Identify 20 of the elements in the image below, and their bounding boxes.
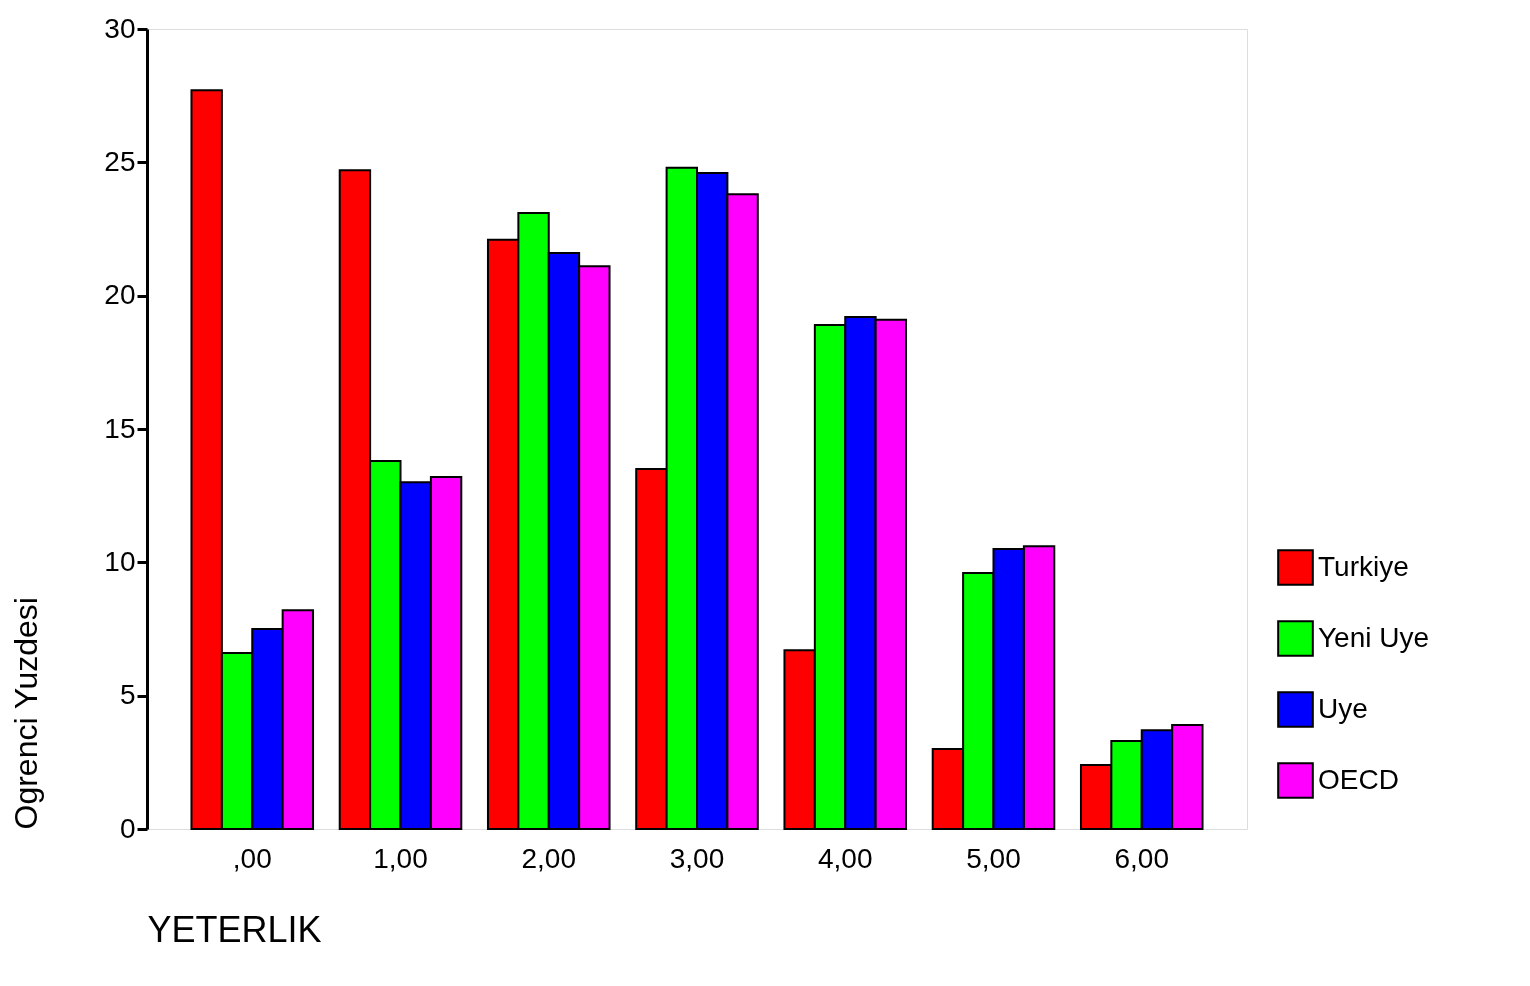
legend-label: Turkiye (1318, 550, 1409, 582)
x-tick-label: 4,00 (818, 842, 873, 874)
y-tick-label: 30 (104, 12, 136, 44)
y-tick-label: 0 (119, 812, 136, 844)
y-tick-label: 15 (104, 412, 136, 444)
x-axis-title: YETERLIK (147, 908, 322, 950)
legend-label: Yeni Uye (1318, 621, 1430, 653)
legend-label: Uye (1318, 692, 1368, 724)
y-tick-label: 5 (119, 679, 136, 711)
legend-label: OECD (1318, 763, 1399, 795)
y-tick-label: 20 (104, 279, 136, 311)
x-tick-label: 3,00 (669, 842, 725, 874)
x-tick-label: ,00 (232, 842, 272, 874)
x-tick-label: 1,00 (373, 842, 428, 874)
y-tick-label: 10 (104, 545, 136, 577)
y-axis-title: Ogrenci Yuzdesi (8, 597, 45, 830)
x-tick-label: 6,00 (1114, 842, 1169, 874)
y-tick-label: 25 (104, 145, 136, 177)
x-tick-label: 2,00 (521, 842, 576, 874)
x-tick-label: 5,00 (966, 842, 1021, 874)
